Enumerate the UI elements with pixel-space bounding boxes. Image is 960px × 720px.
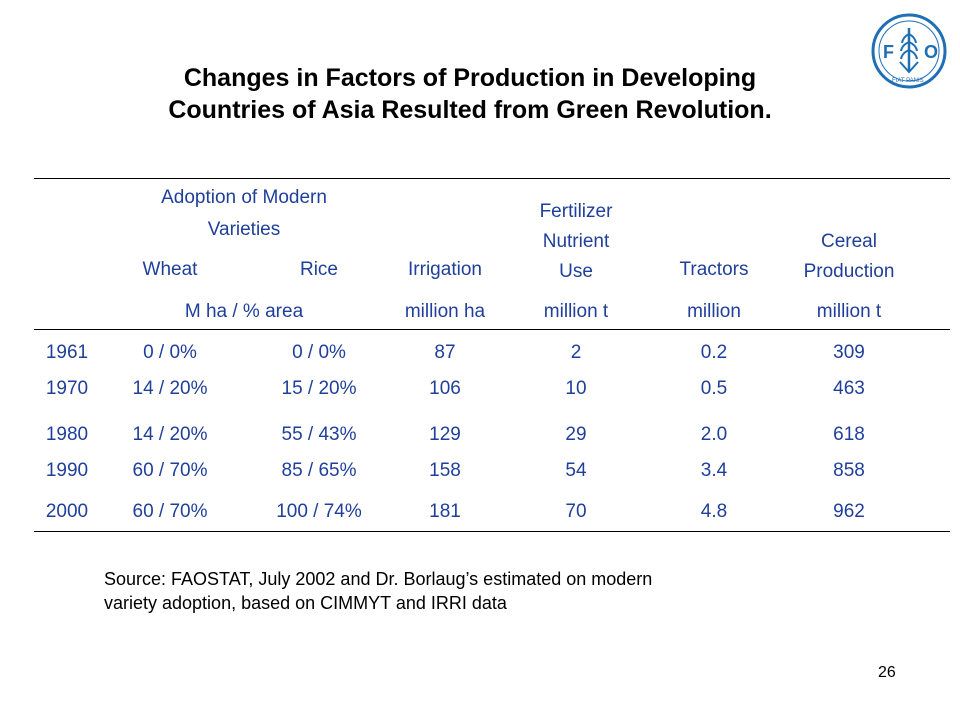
unit-irrigation: million ha [404, 301, 486, 322]
cell-wheat: 0 / 0% [143, 342, 197, 363]
unit-cereal: million t [816, 301, 882, 322]
cell-rice: 15 / 20% [281, 378, 357, 399]
cell-wheat: 60 / 70% [132, 460, 208, 481]
cell-tractors: 3.4 [700, 460, 728, 481]
cell-rice: 55 / 43% [281, 424, 357, 445]
title-line-1: Changes in Factors of Production in Deve… [183, 64, 757, 92]
source-line-1: Source: FAOSTAT, July 2002 and Dr. Borla… [104, 569, 653, 589]
header-wheat: Wheat [142, 259, 198, 280]
cell-cereal: 962 [833, 501, 865, 522]
cell-fertilizer: 54 [565, 460, 587, 481]
cell-cereal: 309 [833, 342, 865, 363]
cell-rice: 85 / 65% [281, 460, 357, 481]
cell-wheat: 60 / 70% [132, 501, 208, 522]
header-cereal-line-2: Production [803, 261, 895, 282]
unit-adoption: M ha / % area [184, 301, 304, 322]
cell-tractors: 4.8 [700, 501, 728, 522]
cell-tractors: 0.5 [700, 378, 728, 399]
cell-wheat: 14 / 20% [132, 378, 208, 399]
svg-text:O: O [924, 42, 938, 62]
header-irrigation: Irrigation [408, 259, 482, 280]
table-header-rule [34, 329, 950, 330]
cell-fertilizer: 29 [565, 424, 587, 445]
row-year-1980: 1980 [45, 424, 89, 445]
cell-cereal: 618 [833, 424, 865, 445]
svg-text:FIAT PANIS: FIAT PANIS [892, 78, 924, 84]
cell-irrigation: 87 [434, 342, 456, 363]
header-adoption-line-2: Varieties [207, 219, 281, 240]
cell-tractors: 2.0 [700, 424, 728, 445]
header-tractors: Tractors [679, 259, 749, 280]
header-adoption-line-1: Adoption of Modern [161, 187, 327, 208]
title-line-2: Countries of Asia Resulted from Green Re… [168, 96, 772, 124]
unit-fertilizer: million t [543, 301, 609, 322]
cell-fertilizer: 2 [570, 342, 582, 363]
table-top-rule [34, 178, 950, 179]
cell-irrigation: 158 [429, 460, 461, 481]
cell-cereal: 858 [833, 460, 865, 481]
source-note: Source: FAOSTAT, July 2002 and Dr. Borla… [104, 567, 904, 615]
header-fertilizer-line-3: Use [559, 261, 593, 282]
header-cereal-line-1: Cereal [821, 231, 877, 252]
header-fertilizer-line-2: Nutrient [542, 231, 610, 252]
header-fertilizer-line-1: Fertilizer [539, 201, 613, 222]
cell-fertilizer: 10 [565, 378, 587, 399]
row-year-1970: 1970 [45, 378, 89, 399]
svg-text:F: F [883, 42, 894, 62]
table-bottom-rule [34, 531, 950, 532]
row-year-1990: 1990 [45, 460, 89, 481]
row-year-2000: 2000 [45, 501, 89, 522]
cell-wheat: 14 / 20% [132, 424, 208, 445]
fao-logo-icon: F O FIAT PANIS [871, 13, 947, 89]
cell-rice: 100 / 74% [276, 501, 362, 522]
cell-cereal: 463 [833, 378, 865, 399]
cell-fertilizer: 70 [565, 501, 587, 522]
header-rice: Rice [299, 259, 338, 280]
source-line-2: variety adoption, based on CIMMYT and IR… [104, 593, 507, 613]
page-title: Changes in Factors of Production in Deve… [60, 62, 880, 126]
page-number: 26 [878, 664, 896, 681]
cell-irrigation: 106 [429, 378, 461, 399]
cell-irrigation: 129 [429, 424, 461, 445]
unit-tractors: million [687, 301, 741, 322]
cell-tractors: 0.2 [700, 342, 728, 363]
cell-rice: 0 / 0% [292, 342, 346, 363]
row-year-1961: 1961 [45, 342, 89, 363]
cell-irrigation: 181 [429, 501, 461, 522]
